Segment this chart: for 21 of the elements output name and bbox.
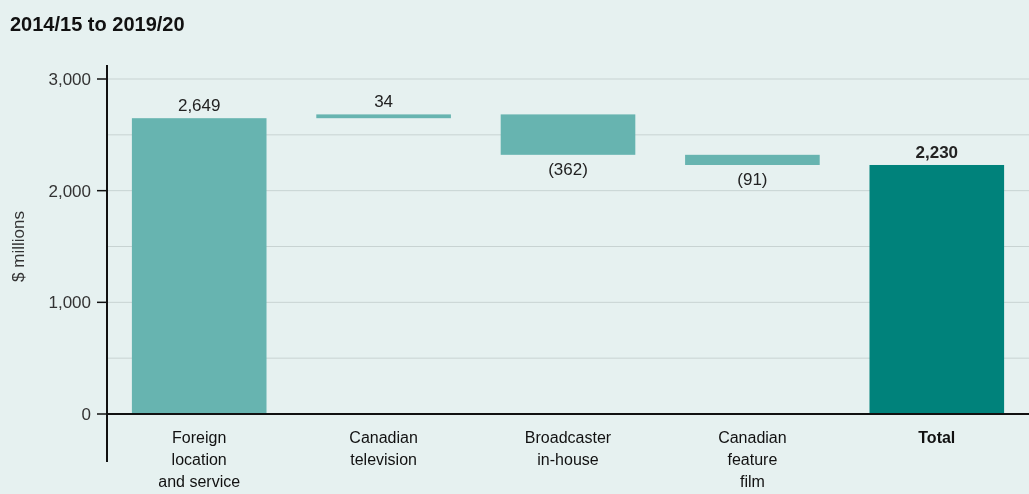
data-label: (91): [737, 169, 768, 189]
y-tick-label: 3,000: [48, 70, 91, 89]
y-tick-label: 1,000: [48, 293, 91, 313]
data-label: 34: [374, 92, 394, 112]
chart-title: 2014/15 to 2019/20: [10, 13, 185, 35]
x-tick-label: Canadian television: [349, 429, 418, 468]
x-tick-label: Foreign location and service: [158, 429, 241, 490]
bar: [131, 118, 267, 414]
x-tick-label: Canadian feature film: [718, 429, 787, 490]
bar: [500, 114, 636, 155]
y-axis-title: $ millions: [9, 211, 28, 282]
bar: [316, 114, 451, 119]
x-tick-label: Broadcaster in-house: [524, 429, 612, 468]
x-tick-label: Total: [918, 429, 956, 446]
y-tick-label: 0: [81, 405, 91, 424]
y-tick-label: 2,000: [48, 181, 91, 201]
bar: [869, 164, 1005, 414]
bar: [685, 154, 820, 165]
data-label: (362): [548, 159, 588, 179]
data-label: 2,230: [915, 142, 959, 162]
data-label: 2,649: [177, 96, 221, 116]
